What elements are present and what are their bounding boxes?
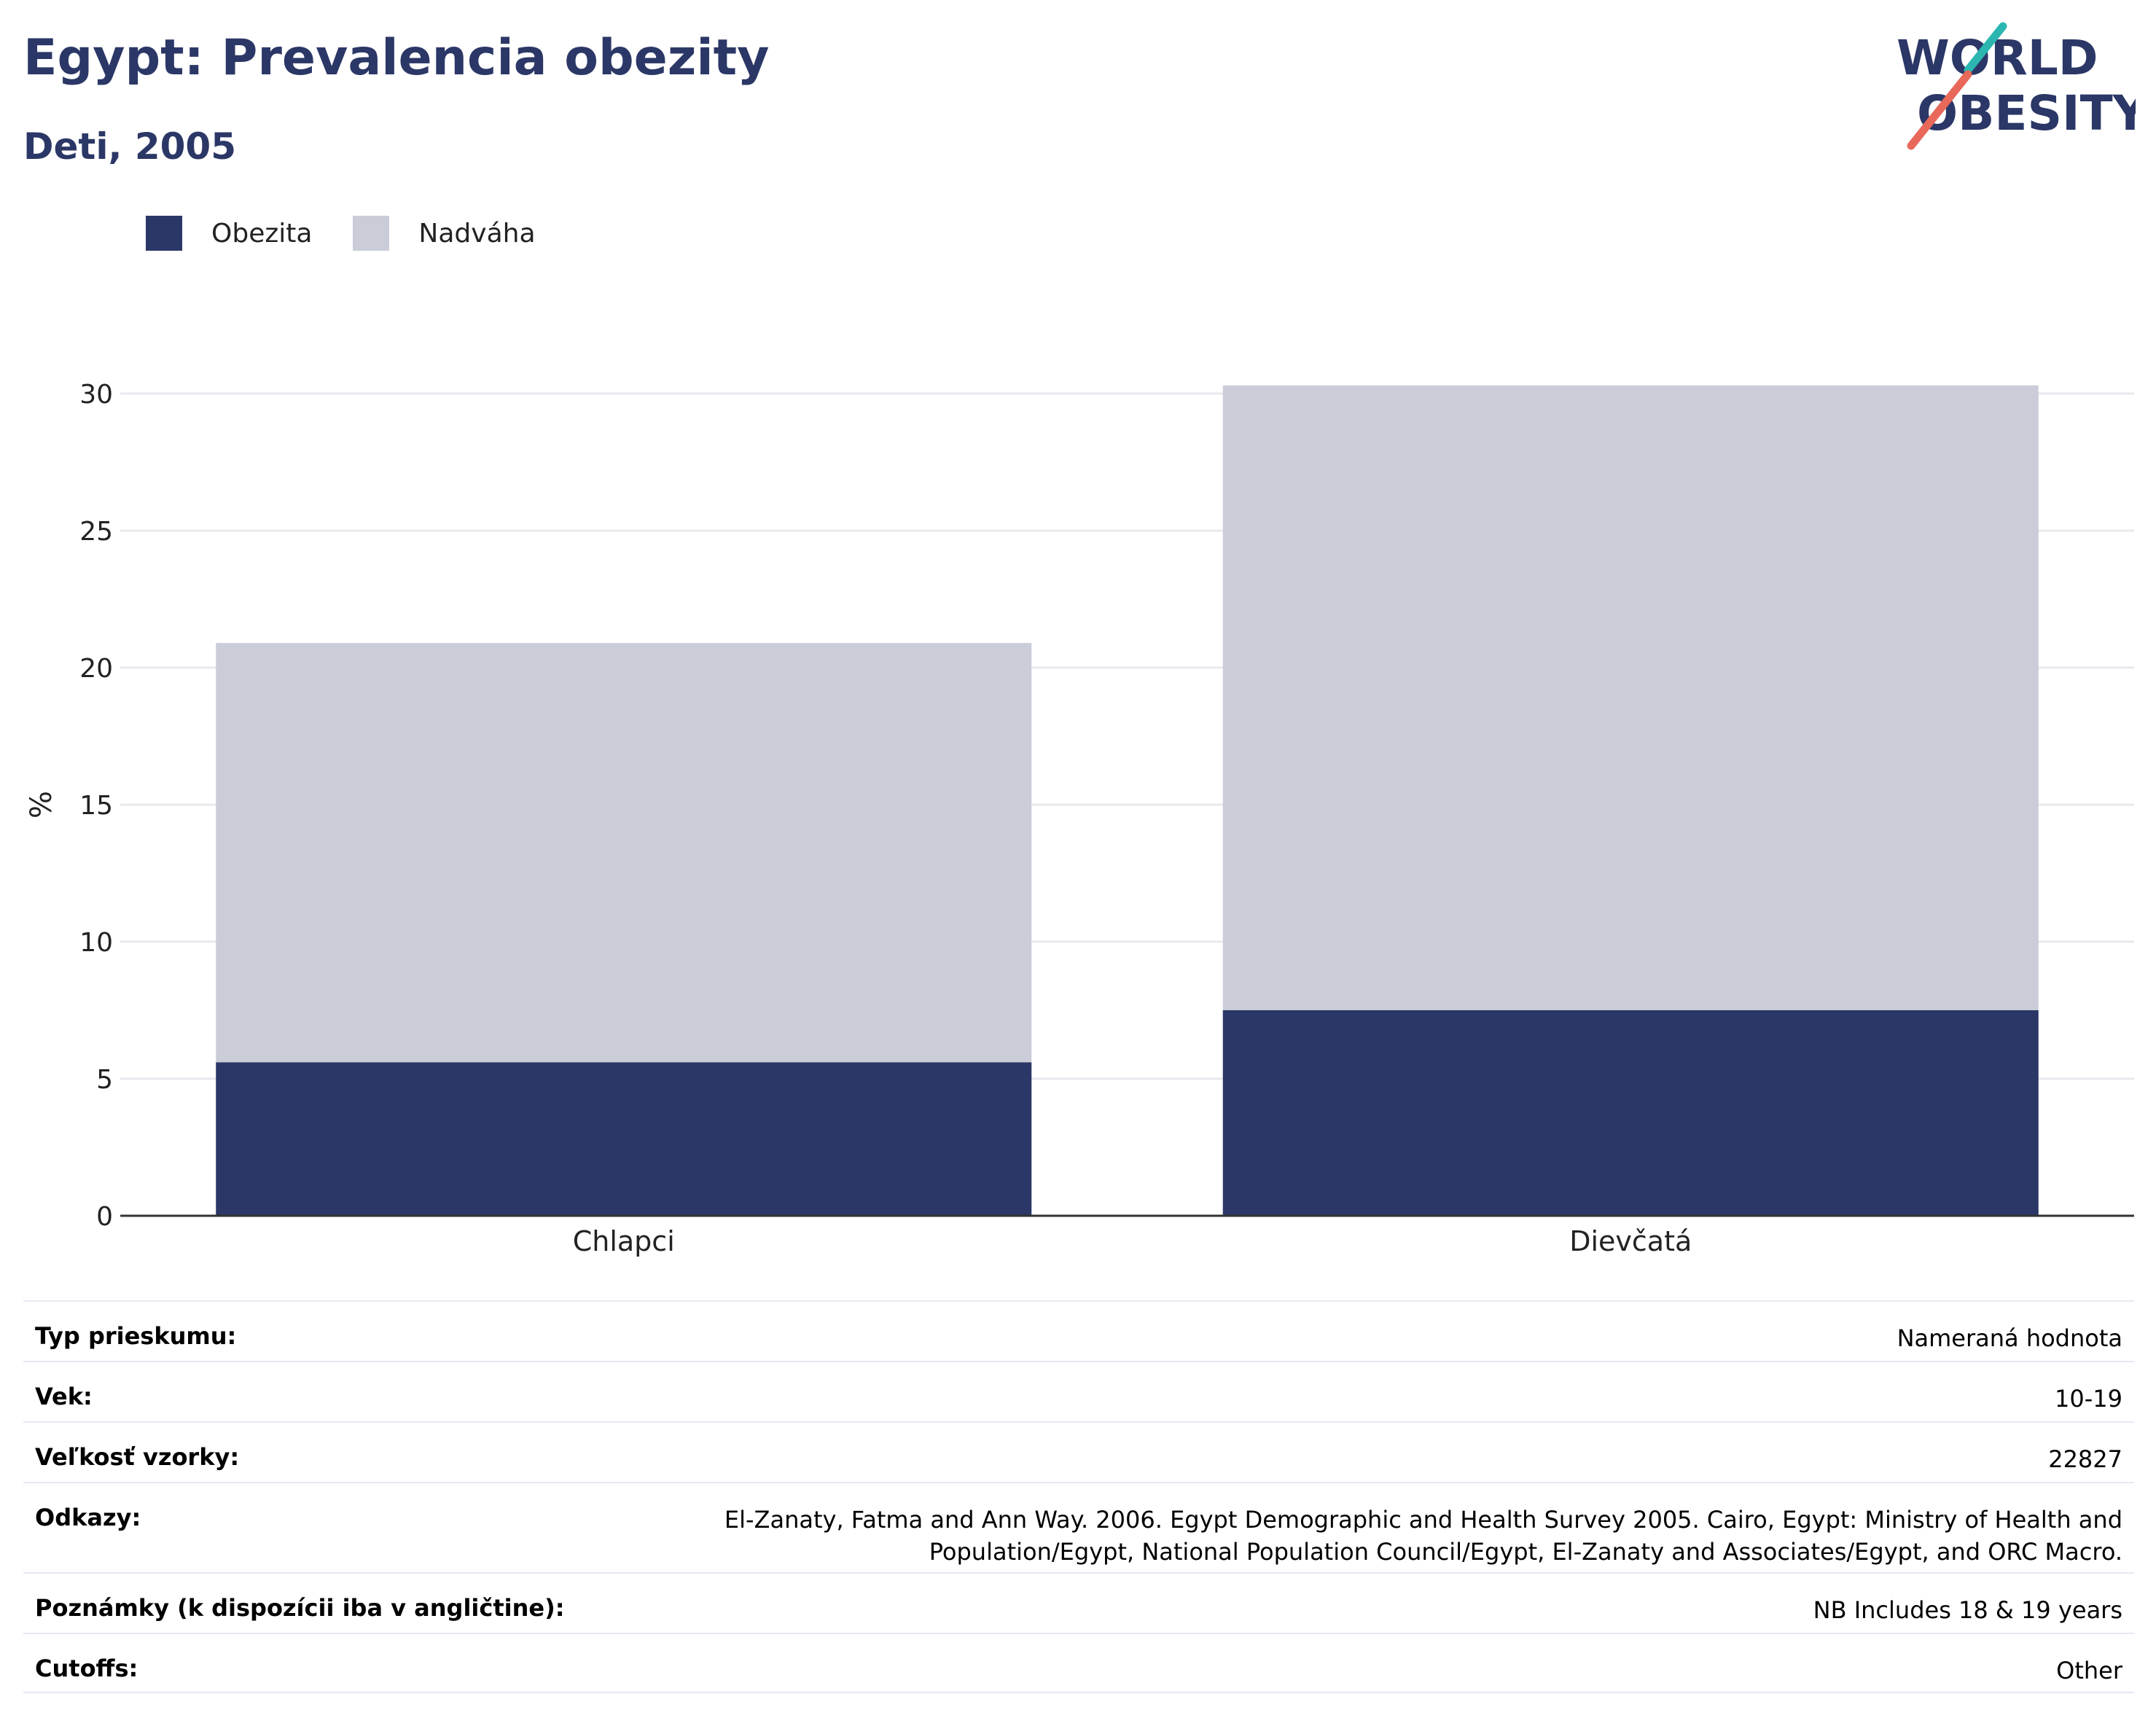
stacked-bar-chart: 0 5 10 15 20 25 30% Chlapci Dievčatá [25, 380, 2134, 1257]
meta-row-age: Vek: 10-19 [23, 1361, 2134, 1421]
meta-row-notes: Poznámky (k dispozícii iba v angličtine)… [23, 1572, 2134, 1633]
meta-value: El-Zanaty, Fatma and Ann Way. 2006. Egyp… [724, 1506, 2122, 1566]
survey-info-table: Typ prieskumu: Nameraná hodnota Vek: 10-… [23, 1300, 2134, 1693]
bar-nadváha-2 [1222, 385, 2039, 1010]
x-tick-label: Chlapci [573, 1225, 675, 1257]
y-tick-label: 30 [79, 380, 113, 410]
bar-obezita-1 [216, 1062, 1032, 1216]
y-axis-label: % [25, 791, 58, 819]
meta-value: Other [2056, 1657, 2122, 1684]
meta-label: Vek: [35, 1383, 93, 1410]
chart-subtitle: Deti, 2005 [23, 125, 237, 168]
meta-label: Odkazy: [35, 1504, 141, 1531]
logo-coral-slash [1907, 70, 1972, 150]
y-tick-label: 15 [79, 791, 113, 821]
legend-swatch-obezita [146, 216, 182, 251]
meta-value: 10-19 [2055, 1385, 2122, 1413]
meta-label: Typ prieskumu: [35, 1322, 237, 1350]
bar-obezita-2 [1222, 1010, 2039, 1216]
meta-label: Cutoffs: [35, 1655, 138, 1682]
chart-title: Egypt: Prevalencia obezity [23, 29, 770, 87]
meta-value: NB Includes 18 & 19 years [1813, 1596, 2122, 1624]
legend-label-obezita: Obezita [211, 218, 313, 249]
y-tick-label: 10 [79, 928, 113, 958]
meta-value: 22827 [2048, 1445, 2122, 1473]
world-obesity-logo: WORLD OBESITY [1897, 22, 2136, 150]
meta-row-cutoffs: Cutoffs: Other [23, 1633, 2134, 1693]
legend-item-nadvaha[interactable]: Nadváha [353, 216, 536, 251]
y-tick-label: 5 [96, 1065, 113, 1095]
meta-label: Poznámky (k dispozícii iba v angličtine)… [35, 1594, 565, 1622]
legend-swatch-nadvaha [353, 216, 390, 251]
logo-teal-slash [1964, 22, 2007, 74]
meta-row-sample-size: Veľkosť vzorky: 22827 [23, 1421, 2134, 1482]
y-tick-label: 0 [96, 1202, 113, 1232]
meta-row-survey-type: Typ prieskumu: Nameraná hodnota [23, 1300, 2134, 1361]
meta-label: Veľkosť vzorky: [35, 1443, 240, 1471]
legend-label-nadvaha: Nadváha [418, 218, 536, 249]
bar-nadváha-1 [216, 643, 1032, 1063]
y-tick-label: 25 [79, 517, 113, 547]
chart-legend: Obezita Nadváha [146, 216, 577, 251]
meta-value: Nameraná hodnota [1897, 1324, 2122, 1352]
meta-row-references: Odkazy: El-Zanaty, Fatma and Ann Way. 20… [23, 1482, 2134, 1572]
x-tick-label: Dievčatá [1569, 1225, 1692, 1257]
legend-item-obezita[interactable]: Obezita [146, 216, 312, 251]
y-tick-label: 20 [79, 654, 113, 684]
